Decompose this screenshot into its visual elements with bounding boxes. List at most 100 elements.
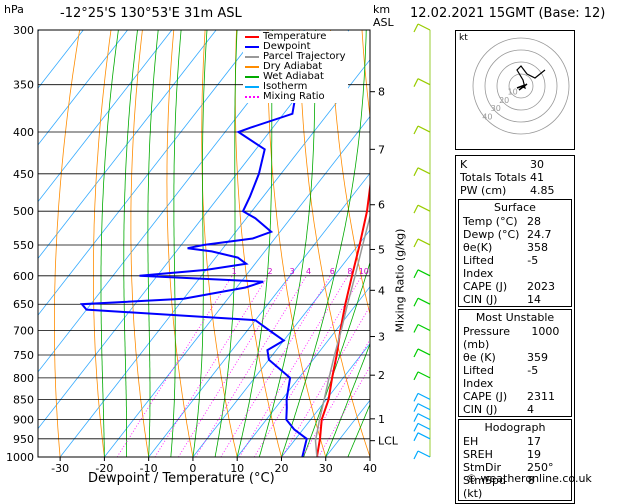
most-unstable-title: Most Unstable — [459, 310, 571, 325]
wind-barb-flag — [414, 349, 418, 357]
table-row: SREH 19 — [459, 448, 571, 461]
table-row: PW (cm) 4.85 — [456, 184, 574, 197]
km-tick-label: 7 — [378, 143, 385, 156]
surface-title: Surface — [459, 200, 571, 215]
km-tick-label: 6 — [378, 199, 385, 212]
mixing-ratio-label: 4 — [306, 267, 311, 276]
legend-swatch — [245, 96, 259, 98]
pressure-tick-label: 650 — [13, 298, 34, 311]
wind-barb-flag — [414, 79, 418, 87]
x-tick-label: 40 — [363, 462, 377, 475]
row-value: 4.85 — [530, 184, 570, 197]
row-label: PW (cm) — [460, 184, 506, 197]
row-value: 30 — [530, 158, 570, 171]
x-tick-label: -30 — [51, 462, 69, 475]
wind-barb — [418, 433, 430, 439]
legend-swatch — [245, 76, 259, 78]
x-axis-label: Dewpoint / Temperature (°C) — [88, 471, 275, 486]
wind-barb — [418, 404, 430, 410]
pressure-tick-label: 600 — [13, 270, 34, 283]
km-tick-label: LCL — [378, 435, 399, 448]
row-value: -5 — [527, 364, 567, 390]
row-value: 2023 — [527, 280, 567, 293]
row-label: Pressure (mb) — [463, 325, 531, 351]
row-value: -5 — [527, 254, 567, 280]
wind-barb-flag — [414, 433, 418, 441]
table-row: CAPE (J)2023 — [459, 280, 571, 293]
hodograph-kt-label: kt — [459, 33, 468, 43]
wind-barb — [418, 239, 430, 245]
wet-adiabat-line — [171, 24, 182, 457]
table-row: Lifted Index-5 — [459, 364, 571, 390]
row-label: CIN (J) — [463, 293, 497, 306]
row-value: 24.7 — [527, 228, 567, 241]
pressure-tick-label: 950 — [13, 433, 34, 446]
row-label: CAPE (J) — [463, 390, 507, 403]
hodograph-ring-label: 40 — [482, 113, 492, 122]
km-tick-label: 4 — [378, 284, 385, 297]
table-row: CIN (J)14 — [459, 293, 571, 306]
legend-swatch — [245, 56, 259, 58]
wind-barb — [418, 423, 430, 429]
row-value: 41 — [530, 171, 570, 184]
row-label: SREH — [463, 448, 493, 461]
wind-barb-flag — [414, 168, 418, 176]
table-row: Temp (°C)28 — [459, 215, 571, 228]
legend-item: Mixing Ratio — [245, 92, 346, 102]
wind-barb — [418, 325, 430, 331]
km-tick-label: 8 — [378, 86, 385, 99]
wind-barb — [418, 168, 430, 174]
legend-label: Mixing Ratio — [263, 92, 325, 102]
km-tick-label: 2 — [378, 369, 385, 382]
pressure-tick-label: 800 — [13, 372, 34, 385]
dry-adiabat-line — [362, 30, 459, 457]
row-label: Lifted Index — [463, 254, 527, 280]
row-label: θe (K) — [463, 351, 496, 364]
series-temperature — [317, 53, 387, 457]
wind-barb-flag — [414, 423, 418, 431]
mixing-ratio-label: 1 — [232, 267, 237, 276]
x-tick-label: 20 — [274, 462, 288, 475]
wind-barb-flag — [414, 270, 418, 278]
legend-swatch — [245, 86, 259, 88]
wind-barb-flag — [414, 298, 418, 306]
wind-barb-flag — [414, 205, 418, 213]
wind-barb-flag — [414, 239, 418, 247]
pressure-tick-label: 750 — [13, 349, 34, 362]
pressure-tick-label: 900 — [13, 414, 34, 427]
row-value: 28 — [527, 215, 567, 228]
copyright: © weatheronline.co.uk — [466, 472, 592, 485]
table-row: Pressure (mb)1000 — [459, 325, 571, 351]
legend-swatch — [245, 36, 259, 38]
legend-swatch — [245, 46, 259, 48]
row-value: 19 — [527, 448, 567, 461]
wet-adiabat-line — [148, 24, 159, 457]
row-value: 2311 — [527, 390, 567, 403]
mixing-ratio-label: 2 — [267, 267, 272, 276]
dry-adiabat-line — [613, 30, 629, 457]
row-label: Totals Totals — [460, 171, 526, 184]
km-tick-label: 1 — [378, 413, 385, 426]
row-label: θe(K) — [463, 241, 492, 254]
wind-barb — [418, 270, 430, 276]
wind-barb — [418, 126, 430, 132]
x-tick-label: 30 — [319, 462, 333, 475]
dry-adiabat-line — [131, 30, 149, 457]
wind-barb-flag — [414, 325, 418, 333]
pressure-tick-label: 400 — [13, 126, 34, 139]
row-label: Lifted Index — [463, 364, 527, 390]
wind-barb-flag — [414, 451, 418, 459]
row-label: K — [460, 158, 467, 171]
wind-barb — [418, 24, 430, 30]
pressure-tick-label: 850 — [13, 393, 34, 406]
km-tick-label: 3 — [378, 331, 385, 344]
wind-barb — [418, 349, 430, 355]
pressure-tick-label: 550 — [13, 239, 34, 252]
pressure-tick-label: 450 — [13, 168, 34, 181]
mixing-ratio-line — [196, 276, 307, 457]
wind-barb — [418, 298, 430, 304]
pressure-tick-label: 700 — [13, 325, 34, 338]
dry-adiabat-line — [54, 30, 79, 457]
